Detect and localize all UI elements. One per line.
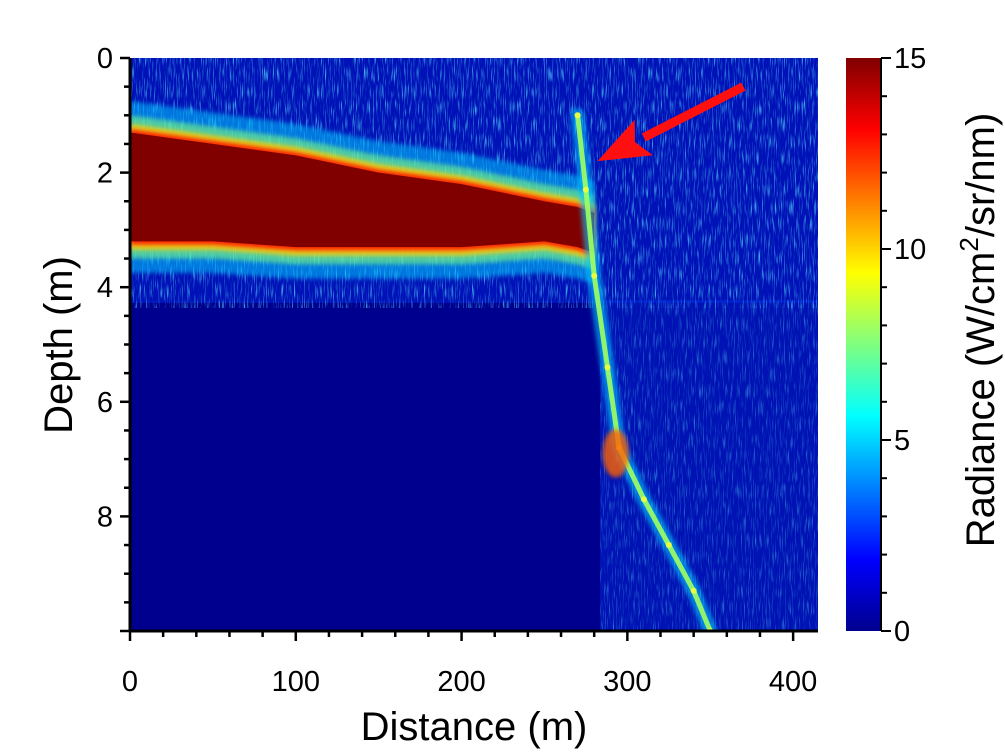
colorbar-ticks: 0 5 10 15 (881, 43, 926, 648)
feature-point (690, 587, 697, 594)
red-arrow-shaft (641, 82, 746, 142)
colorbar-tick-label: 10 (894, 234, 926, 266)
layer-core (130, 132, 595, 253)
y-tick-label: 4 (97, 272, 113, 304)
red-arrow-head (597, 119, 653, 162)
feature-point (665, 542, 672, 548)
colorbar-tick-label: 5 (894, 425, 910, 457)
colorbar-title-sup: 2 (954, 237, 984, 251)
x-tick-label: 300 (603, 666, 651, 698)
heatmap-plot-area (130, 58, 818, 631)
feature-point (591, 272, 598, 279)
colorbar-title-suffix: /sr/nm) (959, 113, 1003, 237)
x-tick-label: 200 (437, 666, 485, 698)
y-axis: 0 2 4 6 8 Depth (m) (37, 43, 132, 633)
annotations (597, 82, 746, 162)
y-axis-ticks: 0 2 4 6 8 (97, 43, 130, 633)
colorbar-title: Radiance (W/cm2/sr/nm) (954, 113, 1003, 548)
x-tick-label: 0 (122, 666, 138, 698)
y-tick-label: 2 (97, 158, 113, 190)
y-tick-label: 0 (97, 43, 113, 75)
x-axis-title: Distance (m) (361, 705, 588, 749)
colorbar-tick-label: 0 (894, 616, 910, 648)
colorbar-title-prefix: Radiance (W/cm (959, 252, 1003, 548)
y-tick-label: 8 (97, 501, 113, 533)
feature-point (604, 364, 611, 371)
feature-point (640, 496, 647, 503)
y-axis-title: Depth (m) (37, 256, 81, 434)
feature-point (582, 186, 589, 193)
x-tick-label: 100 (272, 666, 320, 698)
x-axis-ticks: 0 100 200 300 400 (122, 631, 817, 698)
radiance-feature-trace (570, 108, 718, 631)
radiance-layer (130, 101, 595, 285)
x-axis: 0 100 200 300 400 Distance (m) (122, 629, 818, 749)
feature-hotspot (602, 429, 629, 478)
y-tick-label: 6 (97, 387, 113, 419)
feature-point (574, 112, 581, 119)
heatmap-right-noise-texture (600, 300, 818, 631)
colorbar-gradient (846, 58, 881, 631)
x-tick-label: 400 (769, 666, 817, 698)
colorbar-tick-label: 15 (894, 43, 926, 75)
colorbar: 0 5 10 15 Radiance (W/cm2/sr/nm) (846, 43, 1003, 648)
